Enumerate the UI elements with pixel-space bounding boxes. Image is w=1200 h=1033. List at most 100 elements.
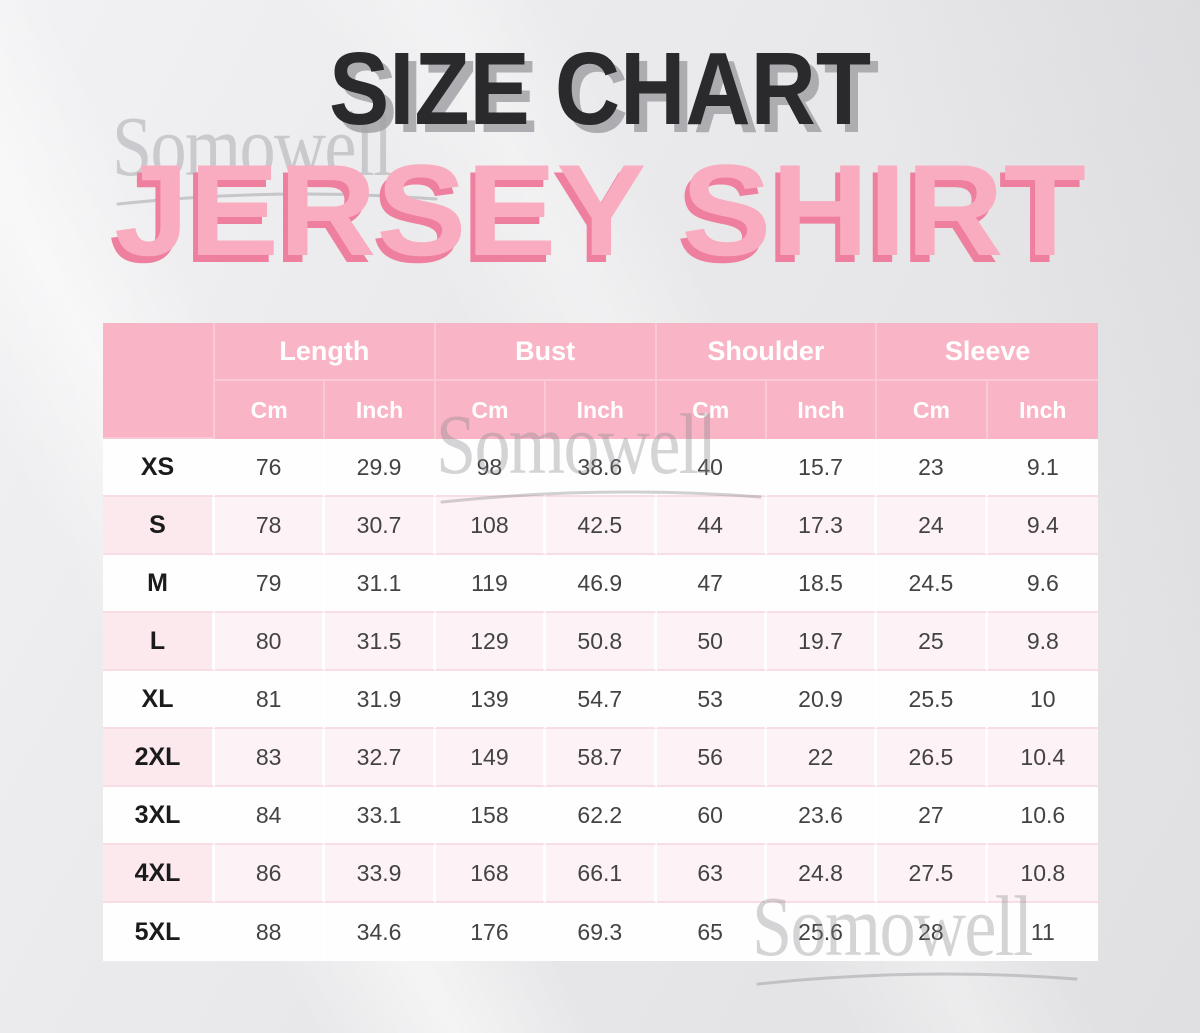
value-cell: 24.8 <box>766 845 878 903</box>
value-cell: 18.5 <box>766 555 878 613</box>
value-cell: 31.5 <box>325 613 436 671</box>
unit-header: Inch <box>987 381 1098 439</box>
size-chart-title: SIZE CHART SIZE CHART <box>329 31 879 149</box>
value-cell: 76 <box>215 439 326 497</box>
column-group-shoulder: Shoulder <box>656 323 878 381</box>
value-cell: 86 <box>215 845 326 903</box>
size-cell: 2XL <box>103 729 215 787</box>
value-cell: 31.1 <box>325 555 436 613</box>
value-cell: 88 <box>215 903 326 961</box>
value-cell: 19.7 <box>766 613 878 671</box>
value-cell: 10 <box>987 671 1098 729</box>
value-cell: 23 <box>877 439 988 497</box>
value-cell: 15.7 <box>766 439 878 497</box>
value-cell: 47 <box>656 555 767 613</box>
value-cell: 53 <box>656 671 767 729</box>
value-cell: 83 <box>215 729 326 787</box>
value-cell: 78 <box>215 497 326 555</box>
value-cell: 9.4 <box>987 497 1098 555</box>
value-cell: 9.8 <box>987 613 1098 671</box>
corner-cell <box>103 323 215 439</box>
value-cell: 129 <box>435 613 547 671</box>
table-row: S 78 30.7 108 42.5 44 17.3 24 9.4 <box>103 497 1098 555</box>
size-cell: M <box>103 555 215 613</box>
value-cell: 24.5 <box>877 555 988 613</box>
unit-header: Inch <box>546 381 657 439</box>
table-row: 3XL 84 33.1 158 62.2 60 23.6 27 10.6 <box>103 787 1098 845</box>
jersey-shirt-title-text: JERSEY SHIRT <box>114 137 1086 283</box>
table-row: 2XL 83 32.7 149 58.7 56 22 26.5 10.4 <box>103 729 1098 787</box>
value-cell: 10.8 <box>987 845 1098 903</box>
value-cell: 50 <box>656 613 767 671</box>
table-row: XS 76 29.9 98 38.6 40 15.7 23 9.1 <box>103 439 1098 497</box>
value-cell: 38.6 <box>546 439 657 497</box>
value-cell: 33.9 <box>325 845 436 903</box>
size-cell: XS <box>103 439 215 497</box>
value-cell: 40 <box>656 439 767 497</box>
value-cell: 98 <box>435 439 547 497</box>
value-cell: 60 <box>656 787 767 845</box>
value-cell: 10.6 <box>987 787 1098 845</box>
size-chart-title-text: SIZE CHART <box>329 31 871 146</box>
value-cell: 23.6 <box>766 787 878 845</box>
unit-header: Cm <box>656 381 767 439</box>
size-cell: 4XL <box>103 845 215 903</box>
value-cell: 25 <box>877 613 988 671</box>
value-cell: 25.6 <box>766 903 878 961</box>
table-header: Length Bust Shoulder Sleeve Cm Inch Cm I… <box>103 323 1098 439</box>
value-cell: 27 <box>877 787 988 845</box>
unit-header-row: Cm Inch Cm Inch Cm Inch Cm Inch <box>103 381 1098 439</box>
value-cell: 80 <box>215 613 326 671</box>
unit-header: Cm <box>435 381 547 439</box>
size-cell: 3XL <box>103 787 215 845</box>
value-cell: 50.8 <box>546 613 657 671</box>
size-chart-table: Length Bust Shoulder Sleeve Cm Inch Cm I… <box>103 323 1098 961</box>
value-cell: 62.2 <box>546 787 657 845</box>
unit-header: Inch <box>325 381 436 439</box>
value-cell: 10.4 <box>987 729 1098 787</box>
value-cell: 9.1 <box>987 439 1098 497</box>
table-row: XL 81 31.9 139 54.7 53 20.9 25.5 10 <box>103 671 1098 729</box>
value-cell: 9.6 <box>987 555 1098 613</box>
value-cell: 69.3 <box>546 903 657 961</box>
value-cell: 28 <box>877 903 988 961</box>
value-cell: 66.1 <box>546 845 657 903</box>
value-cell: 119 <box>435 555 547 613</box>
table-row: M 79 31.1 119 46.9 47 18.5 24.5 9.6 <box>103 555 1098 613</box>
value-cell: 27.5 <box>877 845 988 903</box>
value-cell: 11 <box>987 903 1098 961</box>
value-cell: 24 <box>877 497 988 555</box>
value-cell: 139 <box>435 671 547 729</box>
value-cell: 63 <box>656 845 767 903</box>
value-cell: 79 <box>215 555 326 613</box>
value-cell: 42.5 <box>546 497 657 555</box>
table-row: 5XL 88 34.6 176 69.3 65 25.6 28 11 <box>103 903 1098 961</box>
value-cell: 149 <box>435 729 547 787</box>
value-cell: 25.5 <box>877 671 988 729</box>
value-cell: 168 <box>435 845 547 903</box>
value-cell: 20.9 <box>766 671 878 729</box>
value-cell: 84 <box>215 787 326 845</box>
value-cell: 108 <box>435 497 547 555</box>
size-cell: 5XL <box>103 903 215 961</box>
value-cell: 34.6 <box>325 903 436 961</box>
table-row: L 80 31.5 129 50.8 50 19.7 25 9.8 <box>103 613 1098 671</box>
value-cell: 46.9 <box>546 555 657 613</box>
jersey-shirt-title: JERSEY SHIRT JERSEY SHIRT <box>109 137 1086 290</box>
value-cell: 44 <box>656 497 767 555</box>
unit-header: Inch <box>766 381 878 439</box>
size-cell: S <box>103 497 215 555</box>
value-cell: 29.9 <box>325 439 436 497</box>
value-cell: 32.7 <box>325 729 436 787</box>
value-cell: 65 <box>656 903 767 961</box>
value-cell: 158 <box>435 787 547 845</box>
column-group-bust: Bust <box>435 323 657 381</box>
size-cell: XL <box>103 671 215 729</box>
value-cell: 17.3 <box>766 497 878 555</box>
column-group-length: Length <box>215 323 436 381</box>
value-cell: 81 <box>215 671 326 729</box>
value-cell: 26.5 <box>877 729 988 787</box>
watermark-swoosh-icon <box>756 972 1078 986</box>
value-cell: 58.7 <box>546 729 657 787</box>
